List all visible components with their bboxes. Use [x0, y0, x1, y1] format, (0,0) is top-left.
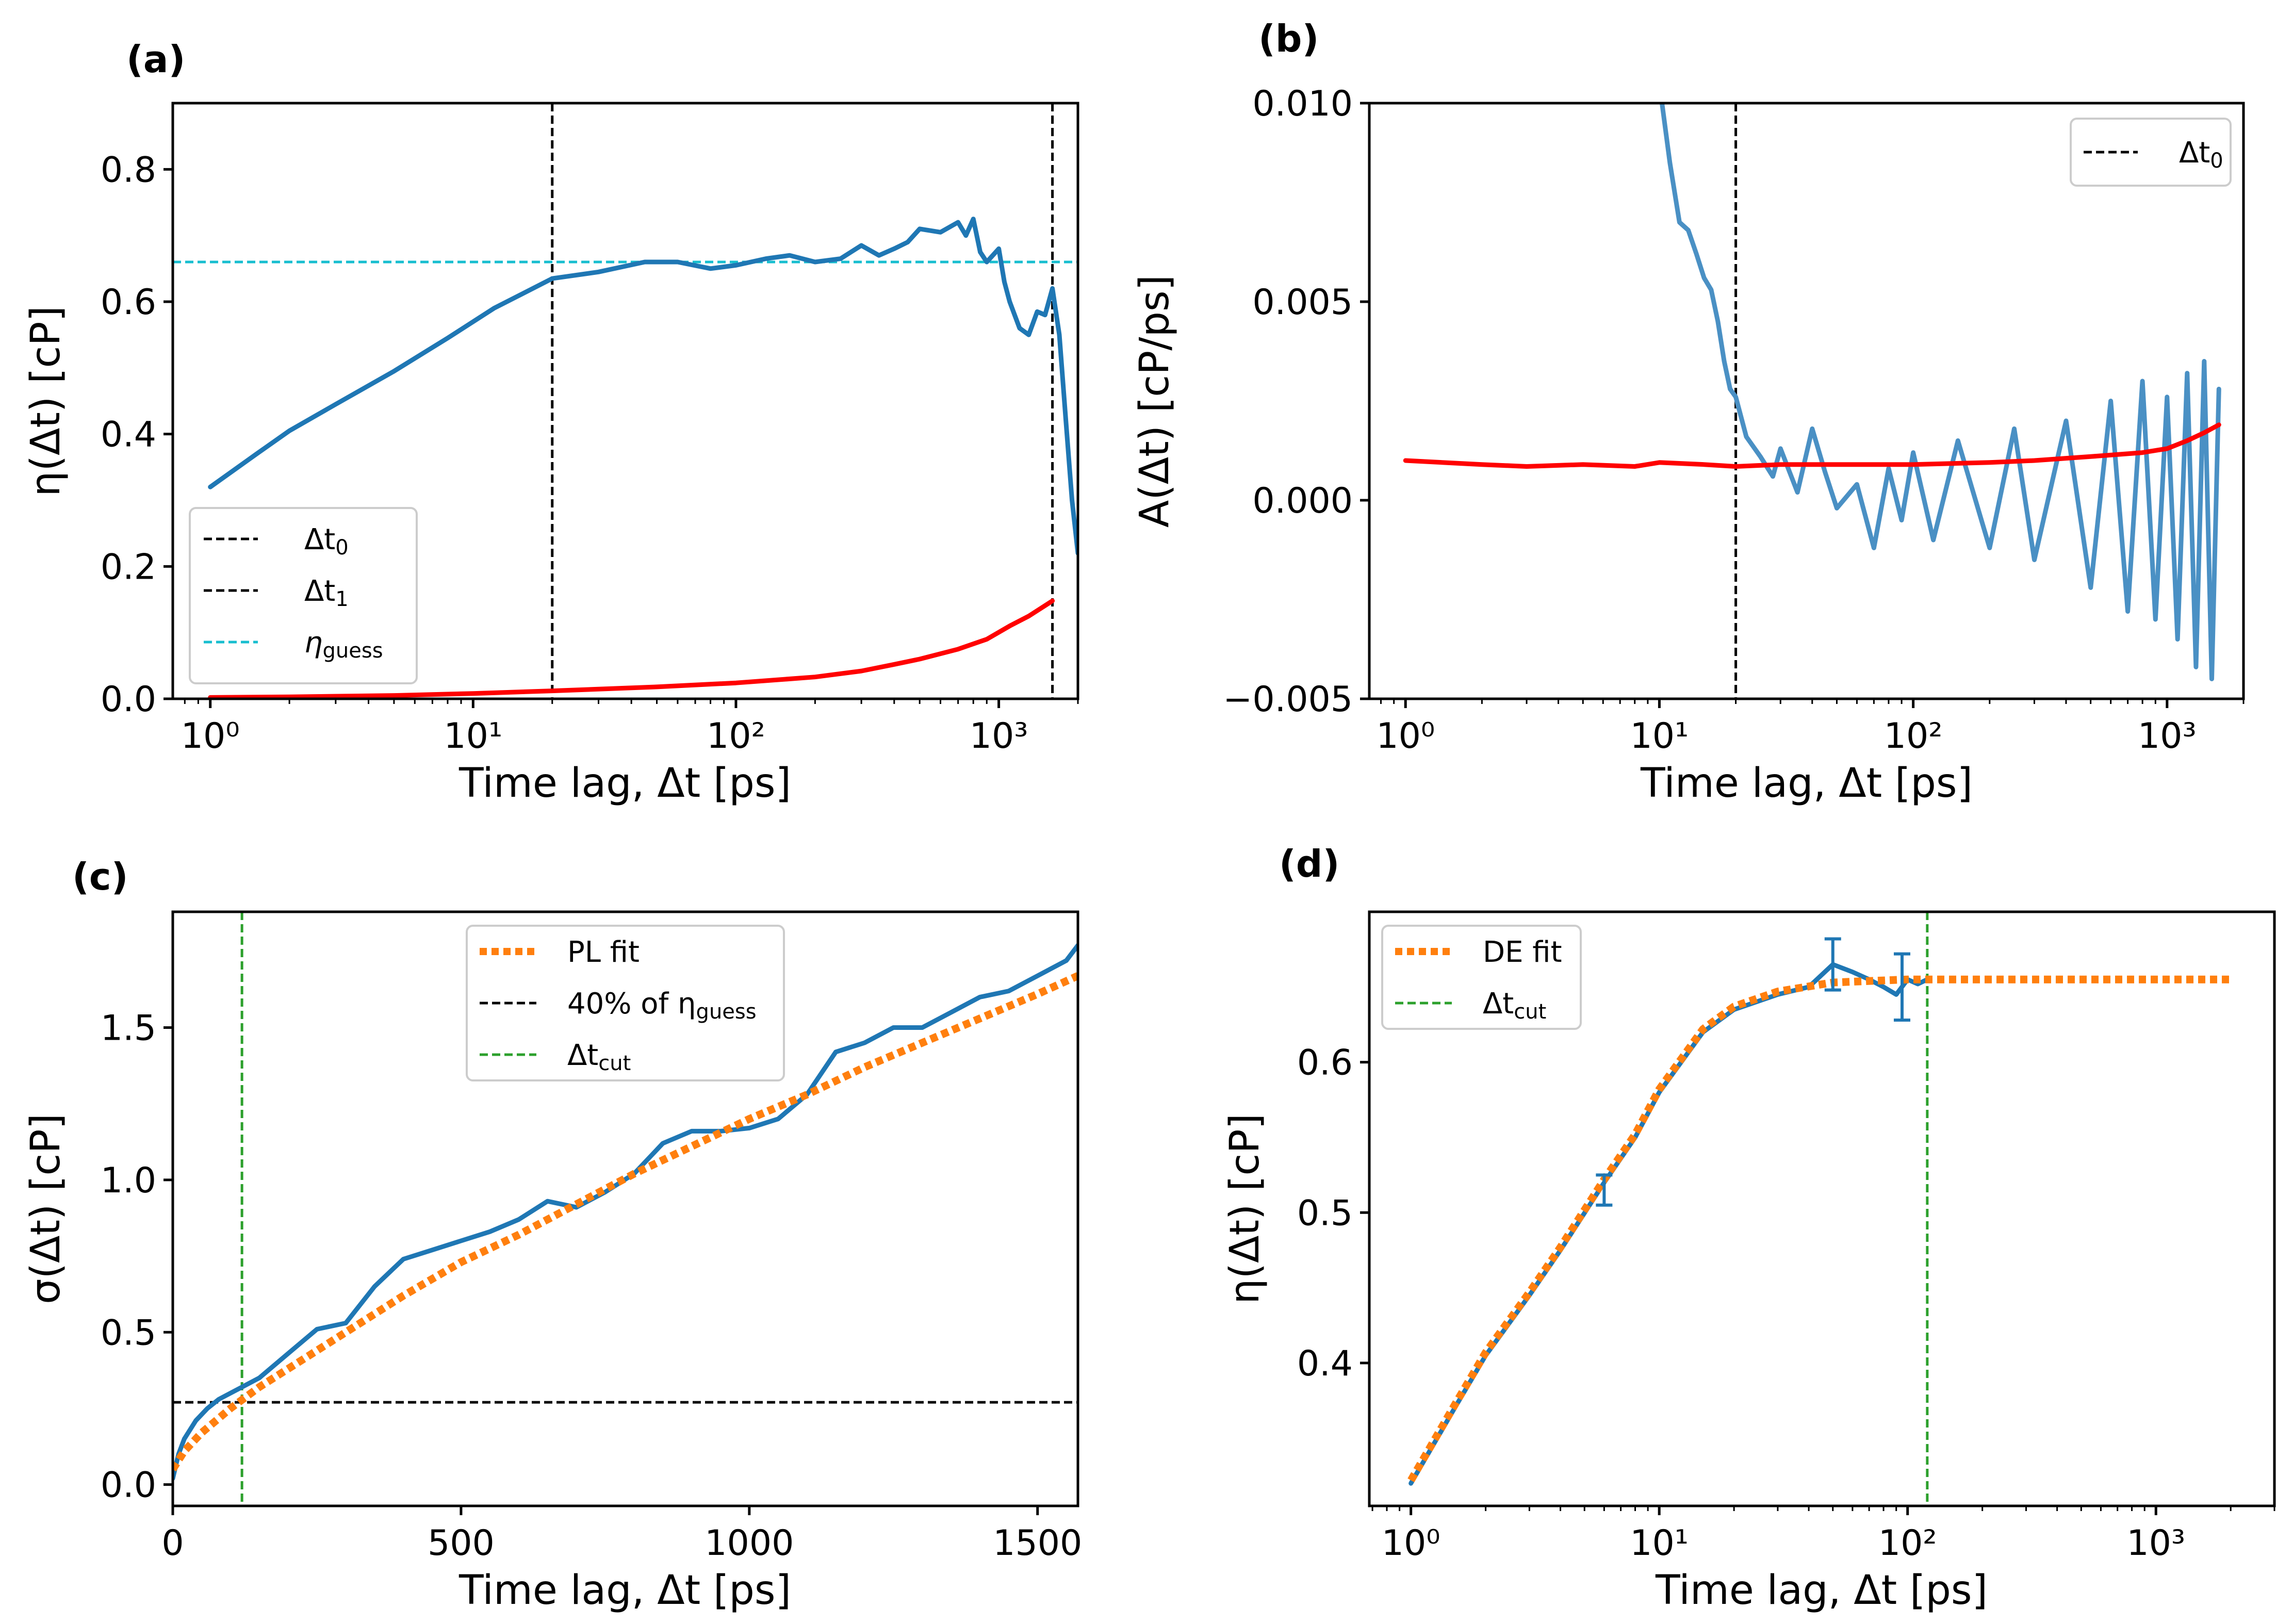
y-tick-label: 0.000 — [1252, 481, 1353, 521]
panel-label: (a) — [126, 38, 185, 81]
panel-c: (c) 0 500 1000 1500 0.0 0.5 1.0 1.5 Time lag, Δ… — [23, 855, 1082, 1614]
y-tick-label: 0.5 — [101, 1313, 156, 1353]
x-tick-label: 500 — [428, 1523, 495, 1564]
ticks: 10⁰ 10¹ 10² 10³ −0.005 0.000 0.005 0.010 — [1223, 84, 2245, 757]
y-axis-label: η(Δt) [cP] — [1222, 1113, 1268, 1304]
y-tick-label: 0.5 — [1297, 1193, 1353, 1234]
legend-label-dt1: Δt1 — [304, 575, 349, 611]
y-tick-label: 0.2 — [101, 547, 156, 587]
legend: PL fit 40% of ηguess Δtcut — [466, 925, 785, 1081]
y-tick-label: 0.0 — [101, 679, 156, 720]
x-tick-label: 10² — [1884, 716, 1943, 757]
legend-label-dt-cut: Δtcut — [567, 1039, 631, 1075]
axes-frame — [171, 910, 1079, 1507]
legend-label-pl-fit: PL fit — [567, 936, 640, 969]
legend: DE fit Δtcut — [1381, 925, 1582, 1030]
legend-box — [2070, 118, 2232, 187]
x-tick-label: 10⁰ — [181, 716, 240, 757]
ticks: 10⁰ 10¹ 10² 10³ 0.0 0.2 0.4 0.6 0.8 — [101, 150, 1079, 757]
panel-label: (b) — [1258, 17, 1319, 60]
plot-clip — [173, 103, 1078, 699]
panel-label: (c) — [72, 855, 128, 898]
x-tick-label: 10² — [1878, 1523, 1937, 1564]
plot-clip — [173, 912, 1078, 1506]
axes-frame — [171, 102, 1079, 700]
x-tick-label: 10³ — [2126, 1523, 2185, 1564]
x-tick-label: 10⁰ — [1382, 1523, 1440, 1564]
series-viscosity — [1408, 962, 1930, 1486]
panel-d: (d) 10⁰ 10¹ 10² 10³ 0.4 0.5 0.6 Time lag, Δt [… — [1222, 842, 2276, 1614]
x-tick-label: 10¹ — [1630, 1523, 1689, 1564]
legend-label-forty-pct: 40% of ηguess — [567, 987, 757, 1024]
panel-label: (d) — [1279, 842, 1339, 885]
series-smoothed — [1403, 422, 2221, 469]
plot-area — [1407, 912, 2231, 1506]
x-tick-label: 1000 — [705, 1523, 794, 1564]
series-uncertainty — [208, 598, 1055, 699]
y-tick-label: 1.5 — [101, 1008, 156, 1048]
legend-label-de-fit: DE fit — [1483, 936, 1562, 969]
series-derivative — [1659, 103, 2221, 681]
series-pl-fit — [173, 972, 1078, 1472]
x-tick-label: 10² — [707, 716, 765, 757]
plot-area — [173, 912, 1078, 1506]
axes-frame — [1368, 102, 2245, 700]
plot-clip — [1407, 912, 2231, 1506]
legend: Δt0 Δt1 ηguess — [189, 507, 418, 684]
x-tick-label: 10³ — [2138, 716, 2197, 757]
y-tick-label: 0.4 — [1297, 1343, 1353, 1384]
legend-label-dt0: Δt0 — [304, 523, 349, 560]
x-axis-label: Time lag, Δt [ps] — [1640, 760, 1973, 807]
ticks: 10⁰ 10¹ 10² 10³ 0.4 0.5 0.6 — [1297, 1043, 2275, 1564]
x-axis-label: Time lag, Δt [ps] — [1655, 1567, 1988, 1614]
series-viscosity — [208, 217, 1078, 556]
y-tick-label: 0.6 — [1297, 1043, 1353, 1084]
legend-box — [466, 925, 785, 1081]
y-tick-label: 1.0 — [101, 1160, 156, 1201]
legend-label-eta-guess: ηguess — [304, 626, 383, 663]
x-tick-label: 1500 — [993, 1523, 1082, 1564]
x-tick-label: 10⁰ — [1376, 716, 1435, 757]
y-tick-label: 0.6 — [101, 282, 156, 323]
y-tick-label: 0.4 — [101, 415, 156, 455]
x-tick-label: 10¹ — [1630, 716, 1689, 757]
plot-area — [1403, 103, 2221, 699]
x-axis-label: Time lag, Δt [ps] — [458, 760, 791, 807]
legend-label-dt0: Δt0 — [2179, 136, 2223, 173]
plot-clip — [1403, 103, 2221, 699]
series-std — [173, 943, 1078, 1481]
y-axis-label: η(Δt) [cP] — [23, 306, 69, 497]
legend-box — [189, 507, 418, 684]
y-tick-label: −0.005 — [1223, 679, 1353, 720]
x-tick-label: 10³ — [970, 716, 1028, 757]
x-axis-label: Time lag, Δt [ps] — [458, 1567, 791, 1614]
ticks: 0 500 1000 1500 0.0 0.5 1.0 1.5 — [101, 1008, 1082, 1564]
legend-label-dt-cut: Δtcut — [1483, 987, 1546, 1024]
axes-frame — [1368, 910, 2276, 1507]
x-tick-label: 0 — [161, 1523, 184, 1564]
y-axis-label: A(Δt) [cP/ps] — [1132, 275, 1178, 528]
legend: Δt0 — [2070, 118, 2232, 187]
y-tick-label: 0.005 — [1252, 282, 1353, 323]
y-tick-label: 0.010 — [1252, 84, 1353, 124]
y-tick-label: 0.8 — [101, 150, 156, 190]
y-tick-label: 0.0 — [101, 1465, 156, 1506]
x-tick-label: 10¹ — [444, 716, 502, 757]
plot-area — [173, 103, 1078, 699]
y-axis-label: σ(Δt) [cP] — [23, 1113, 69, 1304]
panel-a: (a) 10⁰ 10¹ 10² 10³ 0.0 0.2 0.4 0.6 0.8 Time lag… — [23, 38, 1079, 807]
series-de-fit — [1407, 975, 2231, 1483]
panel-b: (b) 10⁰ 10¹ 10² 10³ −0.005 0.000 0.005 0.010 Ti… — [1132, 17, 2245, 807]
